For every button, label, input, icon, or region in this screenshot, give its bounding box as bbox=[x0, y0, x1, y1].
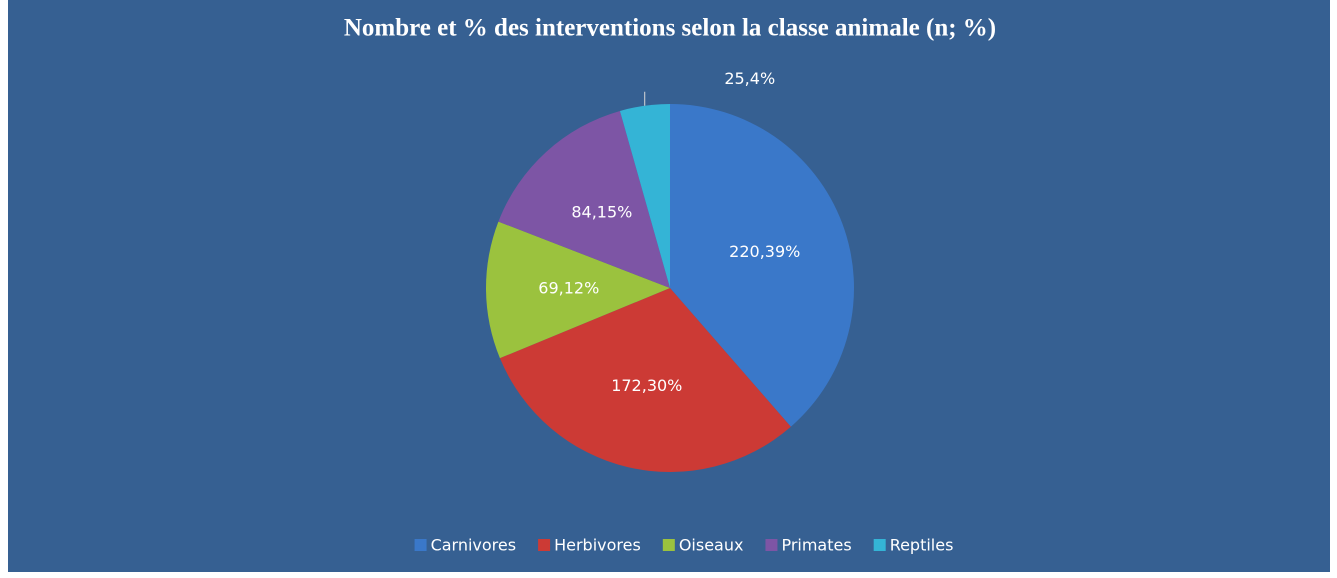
pie-slice bbox=[670, 104, 854, 427]
data-label: 172,30% bbox=[611, 376, 682, 395]
data-label: 69,12% bbox=[538, 279, 599, 298]
data-label: 25,4% bbox=[724, 69, 775, 88]
legend-swatch bbox=[873, 539, 886, 551]
chart-title: Nombre et % des interventions selon la c… bbox=[344, 15, 996, 42]
legend-label: Herbivores bbox=[554, 536, 641, 555]
pie-slice bbox=[498, 110, 670, 288]
legend-swatch bbox=[765, 539, 778, 551]
legend-label: Reptiles bbox=[890, 536, 954, 555]
legend-label: Primates bbox=[781, 536, 851, 555]
legend-swatch bbox=[414, 539, 427, 551]
data-label: 220,39% bbox=[729, 242, 800, 261]
legend-swatch bbox=[662, 539, 675, 551]
legend-label: Carnivores bbox=[431, 536, 517, 555]
legend-swatch bbox=[538, 539, 551, 551]
pie-slice bbox=[485, 221, 670, 359]
legend-label: Oiseaux bbox=[679, 536, 744, 555]
pie-slice bbox=[619, 104, 670, 288]
data-label: 84,15% bbox=[571, 203, 632, 222]
pie-slice bbox=[499, 288, 791, 472]
